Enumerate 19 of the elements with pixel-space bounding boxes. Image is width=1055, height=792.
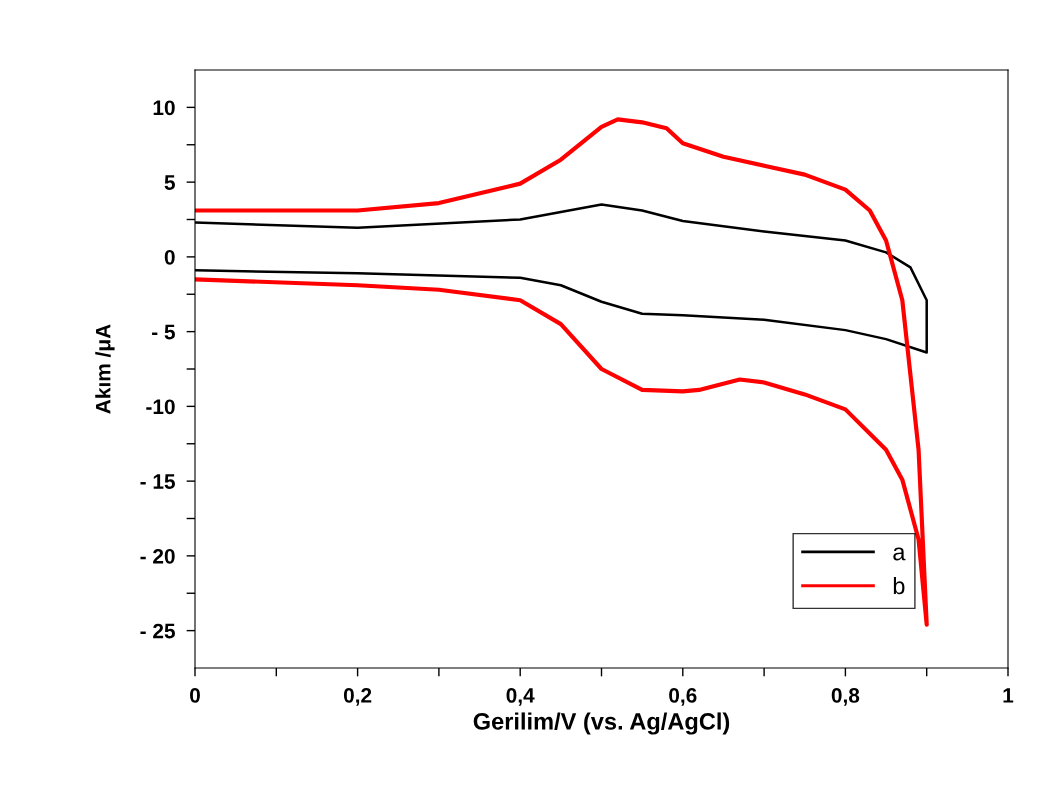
legend-label: a bbox=[893, 547, 906, 561]
y-tick-label: 10 bbox=[153, 100, 175, 116]
y-tick-label: - 20 bbox=[140, 548, 175, 564]
x-tick-label: 0 bbox=[190, 687, 200, 703]
line-series bbox=[195, 117, 929, 627]
y-tick-label: - 25 bbox=[140, 623, 175, 639]
x-tick-label: 0,4 bbox=[506, 687, 535, 706]
x-tick-label: 0,8 bbox=[831, 687, 860, 706]
x-tick-label: 0,2 bbox=[343, 687, 372, 706]
x-axis-title: Gerilim/V (vs. Ag/AgCl) bbox=[473, 712, 730, 735]
y-axis-title: Akım /μA bbox=[95, 324, 115, 414]
y-tick-label: - 5 bbox=[152, 324, 175, 340]
y-tick-label: 0 bbox=[164, 249, 175, 265]
y-tick-label: - 15 bbox=[140, 474, 175, 489]
y-tick-label: 5 bbox=[164, 175, 175, 190]
y-tick-label: -10 bbox=[146, 399, 175, 415]
x-tick-label: 1 bbox=[1003, 688, 1014, 703]
legend-label: b bbox=[893, 576, 905, 595]
x-tick-label: 0,6 bbox=[669, 687, 697, 706]
